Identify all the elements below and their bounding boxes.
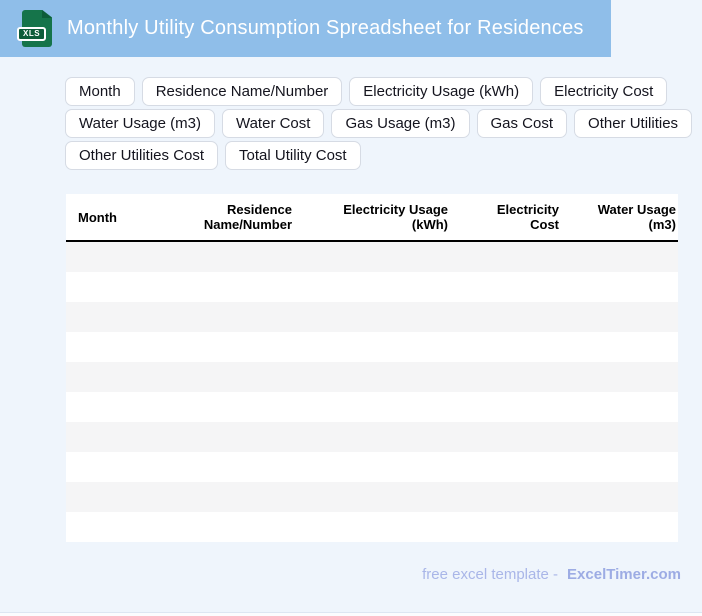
title-bar: XLS Monthly Utility Consumption Spreadsh… bbox=[0, 0, 611, 57]
chip-row-2: Water Usage (m3) Water Cost Gas Usage (m… bbox=[65, 109, 693, 138]
footer-text: free excel template - bbox=[422, 566, 559, 583]
column-header-electricity-cost: Electricity Cost bbox=[496, 202, 559, 232]
table-header-row: Month Residence Name/Number Electricity … bbox=[66, 194, 678, 242]
chip-row-1: Month Residence Name/Number Electricity … bbox=[65, 77, 685, 106]
page-title: Monthly Utility Consumption Spreadsheet … bbox=[67, 17, 584, 39]
table-row bbox=[66, 452, 678, 482]
chip-residence-name-number[interactable]: Residence Name/Number bbox=[141, 77, 343, 106]
column-header-water-usage: Water Usage (m3) bbox=[597, 202, 676, 232]
footer-credit: free excel template - ExcelTimer.com bbox=[422, 566, 681, 583]
xls-file-icon: XLS bbox=[17, 10, 52, 47]
chip-water-cost[interactable]: Water Cost bbox=[221, 109, 325, 138]
column-header-month: Month bbox=[78, 209, 117, 225]
chip-gas-usage[interactable]: Gas Usage (m3) bbox=[331, 109, 470, 138]
chip-row-3: Other Utilities Cost Total Utility Cost bbox=[65, 141, 685, 170]
footer-brand-link[interactable]: ExcelTimer.com bbox=[567, 566, 681, 583]
chip-month[interactable]: Month bbox=[65, 77, 135, 106]
chip-gas-cost[interactable]: Gas Cost bbox=[476, 109, 568, 138]
table-row bbox=[66, 422, 678, 452]
table-row bbox=[66, 392, 678, 422]
chip-other-utilities[interactable]: Other Utilities bbox=[574, 109, 693, 138]
chip-other-utilities-cost[interactable]: Other Utilities Cost bbox=[65, 141, 219, 170]
column-header-residence-name-number: Residence Name/Number bbox=[203, 202, 292, 232]
chip-water-usage[interactable]: Water Usage (m3) bbox=[65, 109, 215, 138]
chip-electricity-cost[interactable]: Electricity Cost bbox=[540, 77, 668, 106]
table-row bbox=[66, 362, 678, 392]
bottom-edge-strip bbox=[0, 612, 702, 616]
table-body bbox=[66, 242, 678, 542]
column-header-electricity-usage: Electricity Usage (kWh) bbox=[343, 202, 448, 232]
keyword-chips: Month Residence Name/Number Electricity … bbox=[65, 77, 693, 173]
table-row bbox=[66, 482, 678, 512]
xls-file-fold-corner bbox=[42, 10, 52, 18]
spreadsheet-preview: Month Residence Name/Number Electricity … bbox=[66, 194, 678, 542]
table-row bbox=[66, 332, 678, 362]
chip-total-utility-cost[interactable]: Total Utility Cost bbox=[225, 141, 361, 170]
table-row bbox=[66, 272, 678, 302]
table-row bbox=[66, 242, 678, 272]
table-row bbox=[66, 302, 678, 332]
table-row bbox=[66, 512, 678, 542]
chip-electricity-usage[interactable]: Electricity Usage (kWh) bbox=[349, 77, 534, 106]
xls-badge: XLS bbox=[17, 27, 47, 41]
